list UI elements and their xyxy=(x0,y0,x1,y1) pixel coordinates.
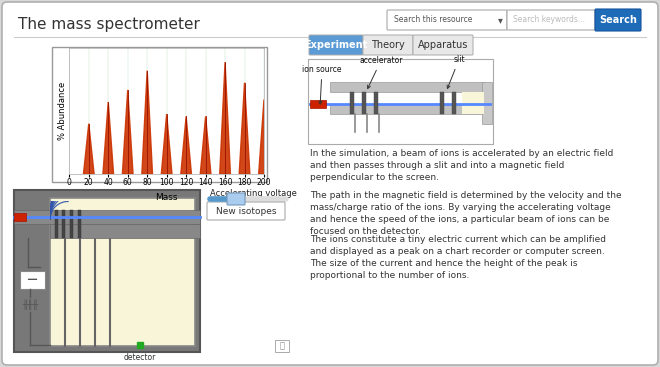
FancyBboxPatch shape xyxy=(207,202,285,220)
Text: detector: detector xyxy=(124,353,156,362)
Text: ▾: ▾ xyxy=(498,15,503,25)
Text: ╫╫╫: ╫╫╫ xyxy=(22,300,38,310)
Bar xyxy=(14,210,200,224)
FancyBboxPatch shape xyxy=(309,35,363,55)
X-axis label: Mass: Mass xyxy=(155,193,178,202)
FancyBboxPatch shape xyxy=(507,10,595,30)
Text: Accelerating voltage: Accelerating voltage xyxy=(210,189,297,198)
Bar xyxy=(330,82,485,92)
Bar xyxy=(440,92,444,114)
Polygon shape xyxy=(122,90,133,174)
Polygon shape xyxy=(83,124,94,174)
Bar xyxy=(308,59,493,144)
Bar xyxy=(310,100,326,108)
Text: New isotopes: New isotopes xyxy=(216,207,277,215)
Bar xyxy=(350,92,354,114)
Bar xyxy=(50,198,195,346)
Bar xyxy=(330,104,485,114)
Text: ━━: ━━ xyxy=(27,276,37,284)
Bar xyxy=(14,190,200,352)
Bar xyxy=(374,92,378,114)
Bar xyxy=(275,340,289,352)
Text: Theory: Theory xyxy=(371,40,405,50)
Bar xyxy=(14,213,26,221)
Polygon shape xyxy=(103,102,114,174)
Bar xyxy=(55,210,58,238)
Text: The mass spectrometer: The mass spectrometer xyxy=(18,17,200,32)
Bar xyxy=(462,92,484,114)
Polygon shape xyxy=(220,62,230,174)
Text: Search keywords...: Search keywords... xyxy=(513,15,585,25)
Polygon shape xyxy=(200,116,211,174)
Text: Search this resource: Search this resource xyxy=(394,15,473,25)
FancyBboxPatch shape xyxy=(363,35,413,55)
Bar xyxy=(70,210,73,238)
FancyBboxPatch shape xyxy=(227,193,245,205)
Text: Experiment: Experiment xyxy=(304,40,368,50)
Text: In the simulation, a beam of ions is accelerated by an electric field
and then p: In the simulation, a beam of ions is acc… xyxy=(310,149,613,182)
Bar xyxy=(78,210,81,238)
Text: Search: Search xyxy=(599,15,637,25)
Polygon shape xyxy=(161,114,172,174)
Polygon shape xyxy=(239,83,250,174)
FancyBboxPatch shape xyxy=(595,9,641,31)
Text: Apparatus: Apparatus xyxy=(418,40,468,50)
Bar xyxy=(50,224,200,238)
Bar xyxy=(452,92,455,114)
Text: accelerator: accelerator xyxy=(359,56,403,88)
Bar xyxy=(482,82,492,124)
Text: slit: slit xyxy=(447,55,465,88)
Bar xyxy=(52,47,267,182)
Bar xyxy=(20,271,45,289)
Y-axis label: % Abundance: % Abundance xyxy=(57,82,67,140)
Text: ⤢: ⤢ xyxy=(279,342,284,350)
Bar xyxy=(362,92,366,114)
FancyBboxPatch shape xyxy=(413,35,473,55)
Text: ion source: ion source xyxy=(302,65,342,104)
FancyBboxPatch shape xyxy=(387,10,507,30)
Polygon shape xyxy=(181,116,191,174)
Bar xyxy=(62,210,65,238)
Polygon shape xyxy=(259,99,269,174)
Text: The path in the magnetic field is determined by the velocity and the
mass/charge: The path in the magnetic field is determ… xyxy=(310,191,622,236)
Polygon shape xyxy=(142,70,152,174)
Text: The ions constitute a tiny electric current which can be amplified
and displayed: The ions constitute a tiny electric curr… xyxy=(310,235,606,280)
